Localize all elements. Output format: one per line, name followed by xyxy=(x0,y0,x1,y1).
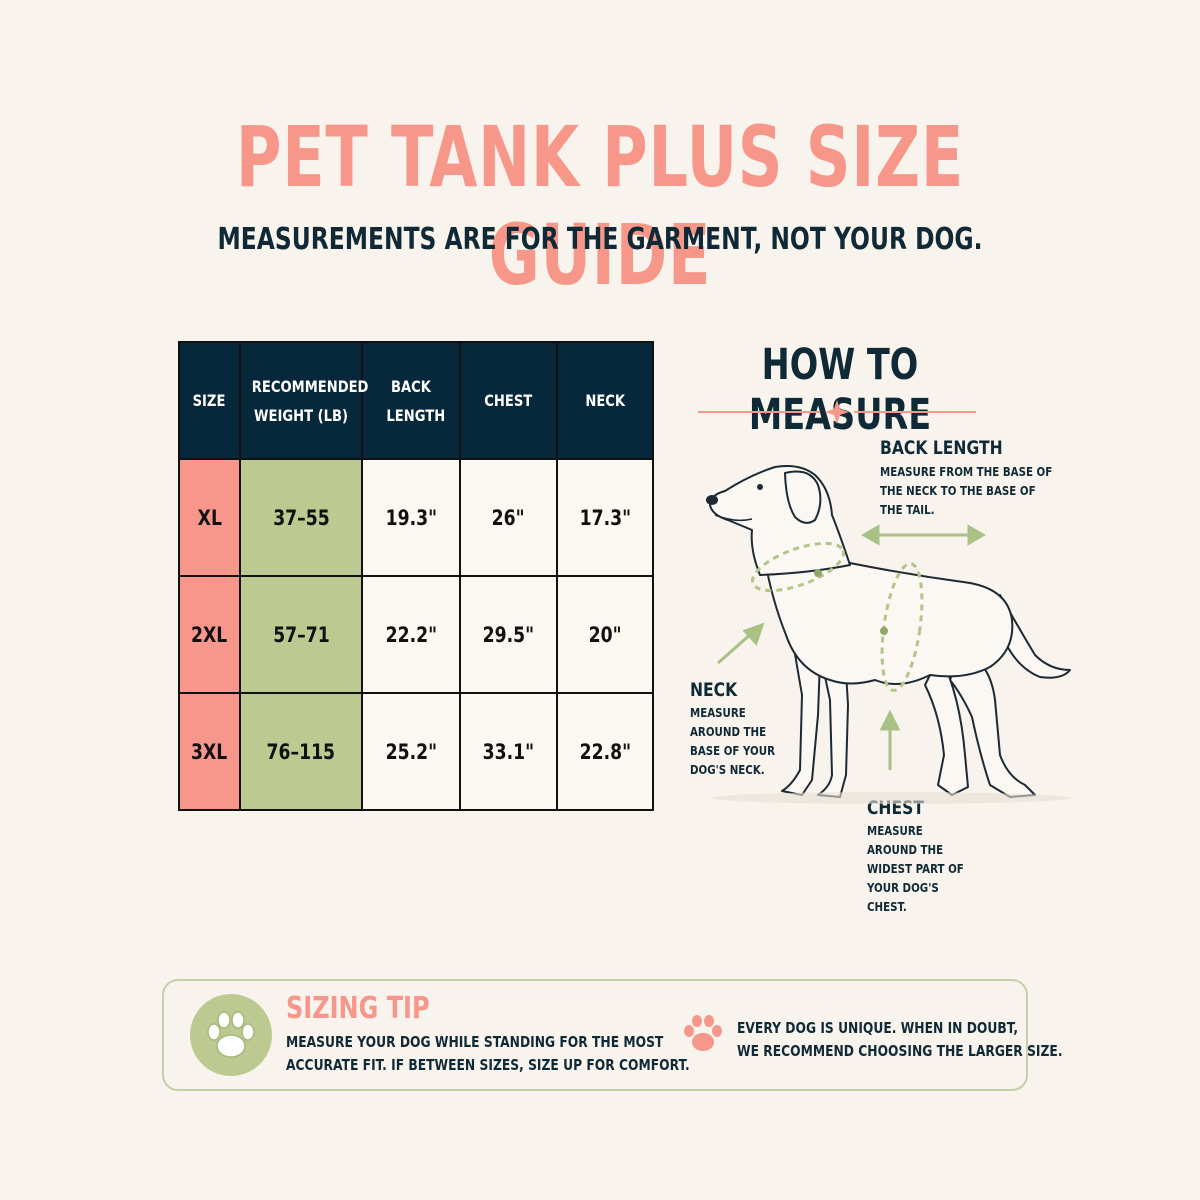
sizing-note-line2: WE RECOMMEND CHOOSING THE LARGER SIZE. xyxy=(737,1042,1063,1060)
header-size: SIZE xyxy=(178,341,241,460)
table-row: 3XL 76–115 25.2" 33.1" 22.8" xyxy=(178,692,654,811)
neck-cell: 17.3" xyxy=(556,458,654,577)
sizing-tip-line2: ACCURATE FIT. IF BETWEEN SIZES, SIZE UP … xyxy=(286,1056,690,1074)
neck-label: NECK xyxy=(690,679,738,701)
size-table: SIZE RECOMMENDED WEIGHT (LB) BACK LENGTH… xyxy=(178,341,654,811)
page-title: PET TANK PLUS SIZE GUIDE xyxy=(235,108,965,304)
size-cell: XL xyxy=(178,458,241,577)
sizing-tip-panel: SIZING TIP MEASURE YOUR DOG WHILE STANDI… xyxy=(162,979,1063,1091)
header-chest: CHEST xyxy=(459,341,558,460)
size-cell: 3XL xyxy=(178,692,241,811)
sizing-tip-line1: MEASURE YOUR DOG WHILE STANDING FOR THE … xyxy=(286,1033,664,1051)
weight-cell: 57–71 xyxy=(239,575,363,694)
chest-cell: 33.1" xyxy=(459,692,558,811)
neck-cell: 22.8" xyxy=(556,692,654,811)
weight-cell: 37–55 xyxy=(239,458,363,577)
size-cell: 2XL xyxy=(178,575,241,694)
table-header-row: SIZE RECOMMENDED WEIGHT (LB) BACK LENGTH… xyxy=(178,341,654,460)
paw-badge xyxy=(190,994,272,1076)
back-length-cell: 25.2" xyxy=(361,692,461,811)
table-row: 2XL 57–71 22.2" 29.5" 20" xyxy=(178,575,654,694)
paw-icon xyxy=(207,1011,255,1058)
chest-description: MEASURE AROUND THE WIDEST PART OF YOUR D… xyxy=(867,823,964,914)
weight-cell: 76–115 xyxy=(239,692,363,811)
neck-description: MEASURE AROUND THE BASE OF YOUR DOG'S NE… xyxy=(690,705,775,777)
back-length-description: MEASURE FROM THE BASE OF THE NECK TO THE… xyxy=(880,464,1053,517)
chest-cell: 29.5" xyxy=(459,575,558,694)
dog-illustration xyxy=(706,465,1071,804)
back-length-cell: 22.2" xyxy=(361,575,461,694)
header-weight: RECOMMENDED WEIGHT (LB) xyxy=(239,341,368,460)
header-neck: NECK xyxy=(556,341,654,460)
sizing-tip-title: SIZING TIP xyxy=(286,991,430,1026)
header-back-length: BACK LENGTH xyxy=(361,341,461,460)
sparkle-divider-icon xyxy=(698,400,976,424)
how-to-measure-title: HOW TO MEASURE xyxy=(749,340,931,440)
back-length-label: BACK LENGTH xyxy=(880,437,1003,459)
back-length-cell: 19.3" xyxy=(361,458,461,577)
chest-cell: 26" xyxy=(459,458,558,577)
paw-print-icon xyxy=(684,1015,722,1051)
neck-cell: 20" xyxy=(556,575,654,694)
page-subtitle: MEASUREMENTS ARE FOR THE GARMENT, NOT YO… xyxy=(217,222,983,257)
sizing-note-line1: EVERY DOG IS UNIQUE. WHEN IN DOUBT, xyxy=(737,1019,1019,1037)
table-row: XL 37–55 19.3" 26" 17.3" xyxy=(178,458,654,577)
